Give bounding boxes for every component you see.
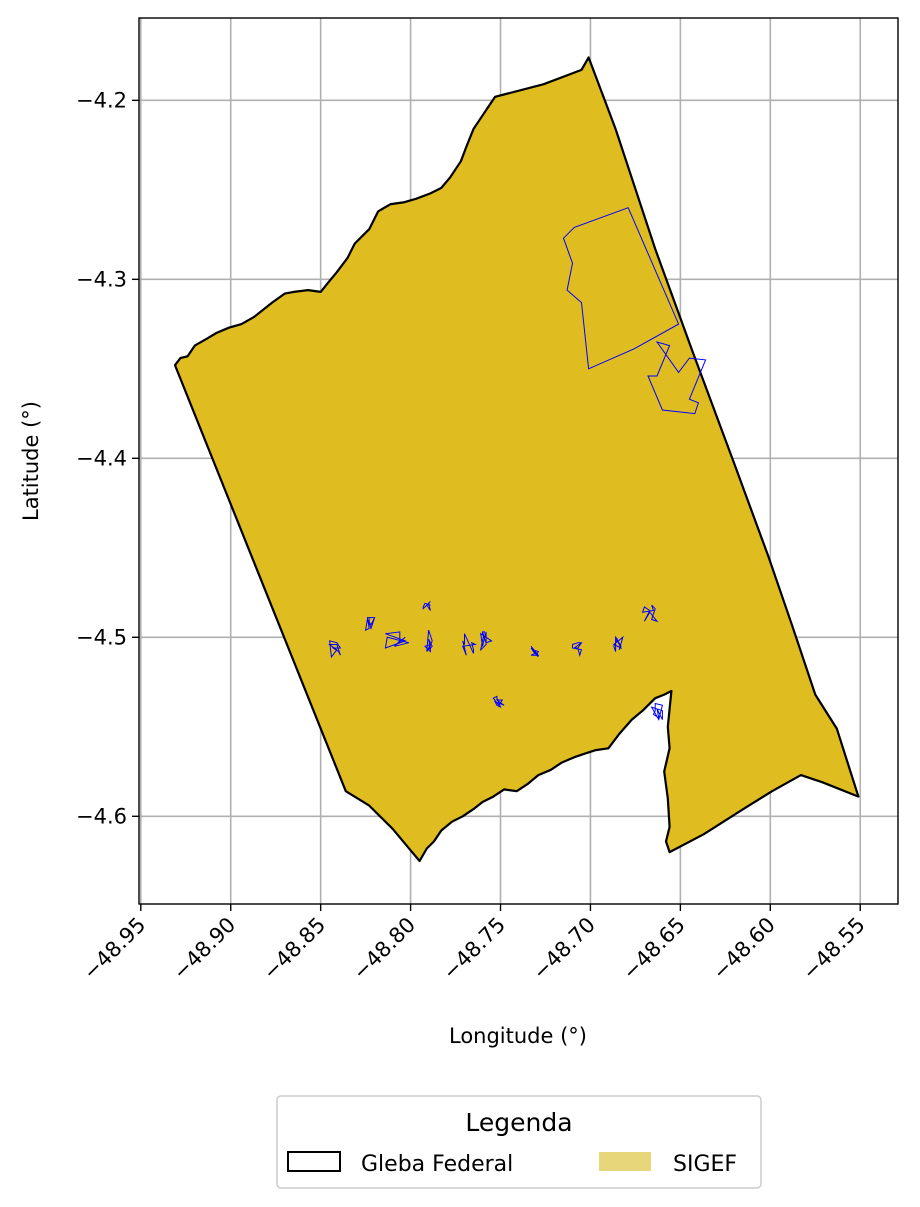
sigef-parcel-2: [384, 631, 409, 649]
y-tick-label-1: −4.3: [76, 267, 127, 291]
y-tick-label-2: −4.4: [76, 446, 127, 470]
sigef-parcel-9: [364, 617, 376, 631]
sigef-parcel-10: [328, 640, 342, 659]
legend-label-gleba-federal: Gleba Federal: [361, 1152, 513, 1177]
y-axis-ticks: −4.2 −4.3 −4.4 −4.5 −4.6: [76, 88, 139, 828]
sigef-parcel-12: [530, 645, 540, 658]
sigef-parcel-4: [461, 633, 477, 656]
legend-label-sigef: SIGEF: [673, 1152, 737, 1177]
y-tick-label-0: −4.2: [76, 88, 127, 112]
y-tick-label-3: −4.5: [76, 625, 127, 649]
legend: Legenda Gleba Federal SIGEF: [276, 1095, 762, 1189]
y-axis-label: Latitude (°): [19, 401, 43, 521]
sigef-parcel-8: [641, 604, 659, 623]
gleba-federal-layer: [173, 56, 860, 863]
sigef-parcel-7: [650, 702, 664, 721]
y-tick-label-4: −4.6: [76, 804, 127, 828]
sigef-parcel-13: [612, 635, 624, 652]
sigef-parcel-3: [424, 629, 433, 653]
legend-swatch-sigef: [599, 1152, 651, 1171]
plot-frame: [138, 17, 899, 905]
sigef-parcel-14: [422, 601, 431, 611]
sigef-parcels-layer: [328, 207, 707, 721]
gleba-federal-polygon: [173, 56, 860, 863]
legend-title: Legenda: [465, 1108, 572, 1137]
sigef-parcel-5: [479, 631, 493, 652]
sigef-parcel-0: [562, 207, 680, 370]
sigef-parcel-6: [572, 642, 583, 657]
sigef-parcel-11: [492, 695, 505, 709]
legend-swatch-gleba-federal: [287, 1151, 341, 1172]
x-axis-label: Longitude (°): [449, 1024, 587, 1048]
sigef-parcel-1: [647, 341, 707, 415]
